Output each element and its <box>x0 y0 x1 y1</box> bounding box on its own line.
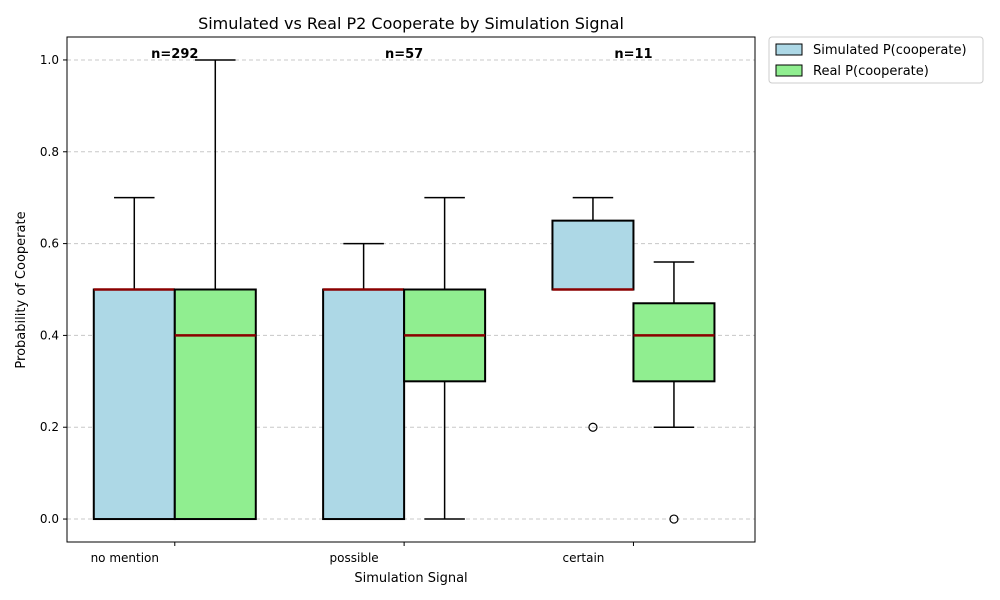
x-axis-label: Simulation Signal <box>354 571 467 586</box>
legend-label: Real P(cooperate) <box>813 64 929 79</box>
legend-box <box>768 36 984 84</box>
count-label: n=292 <box>151 47 198 62</box>
outlier-point <box>669 514 679 524</box>
y-tick-label: 0.6 <box>40 237 59 251</box>
y-tick-label: 0.2 <box>40 420 59 434</box>
y-tick-label: 0.8 <box>40 145 59 159</box>
y-axis-label: Probability of Cooperate <box>14 211 29 368</box>
y-tick-label: 1.0 <box>40 53 59 67</box>
box <box>632 302 716 383</box>
box <box>551 219 635 291</box>
y-tick-label: 0.4 <box>40 328 59 342</box>
box <box>322 288 406 521</box>
box-series: n=292 n=57 n=11 <box>92 47 716 524</box>
axes: 0.0 0.2 0.4 0.6 0.8 1.0 no mention possible cert… <box>40 36 756 565</box>
x-tick-label: certain <box>562 551 604 565</box>
chart-title: Simulated vs Real P2 Cooperate by Simula… <box>198 14 624 33</box>
legend-label: Simulated P(cooperate) <box>813 43 967 58</box>
x-tick-label: possible <box>330 551 379 565</box>
box <box>92 288 176 521</box>
box <box>173 288 257 521</box>
y-tick-label: 0.0 <box>40 512 59 526</box>
legend-swatch <box>775 43 803 56</box>
x-tick-label: no mention <box>91 551 159 565</box>
outlier-point <box>588 422 598 432</box>
legend-swatch <box>775 64 803 77</box>
plot-frame <box>66 36 756 543</box>
count-label: n=11 <box>614 47 652 62</box>
legend: Simulated P(cooperate) Real P(cooperate) <box>768 36 984 84</box>
count-label: n=57 <box>385 47 423 62</box>
